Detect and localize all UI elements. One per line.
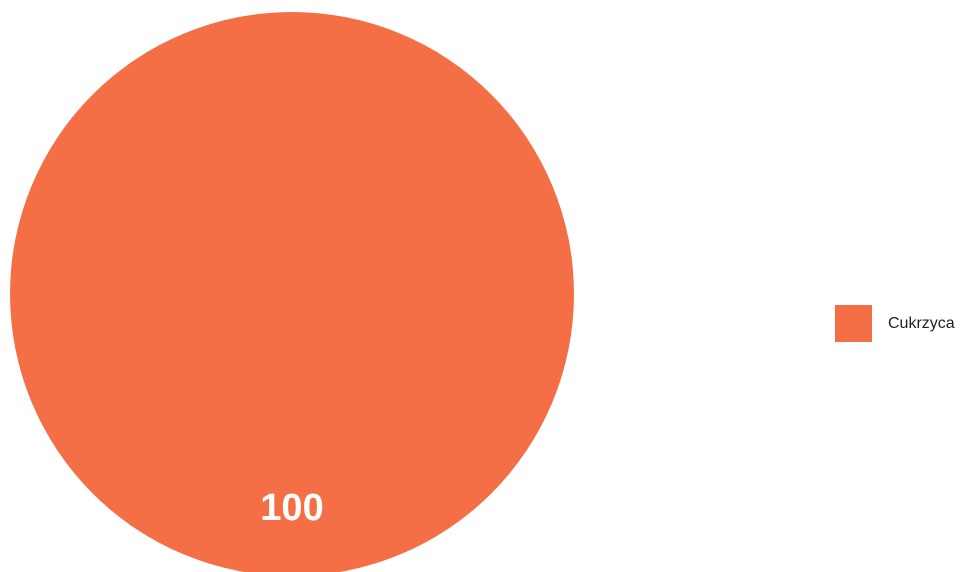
slice-value-label: 100 bbox=[260, 487, 323, 529]
legend-swatch-cukrzyca bbox=[835, 305, 872, 342]
pie-slices bbox=[10, 12, 574, 572]
legend-label-cukrzyca: Cukrzyca bbox=[888, 314, 955, 332]
legend: Cukrzyca bbox=[835, 305, 955, 342]
pie-slice-cukrzyca bbox=[10, 12, 574, 572]
